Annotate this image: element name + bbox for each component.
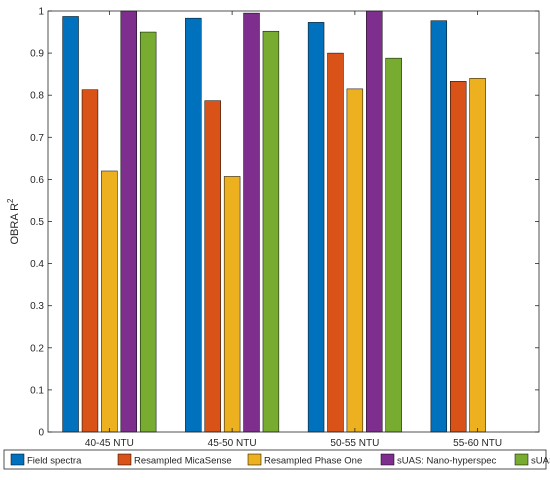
bar-suas-rgb-3 [385, 57, 402, 433]
bar-suas-nano-hyperspec-3 [366, 10, 383, 433]
x-tick-label: 50-55 NTU [330, 438, 379, 449]
legend-swatch-resampled-phase-one [247, 453, 262, 466]
legend-swatch-field-spectra [10, 453, 25, 466]
legend-label-suas-nano-hyperspec: sUAS: Nano-hyperspec [397, 456, 497, 467]
y-tick-label: 0.4 [30, 259, 44, 270]
y-tick-label: 0.5 [30, 217, 44, 228]
y-axis-label-text: OBRA R [9, 203, 21, 245]
y-tick-label: 0.6 [30, 175, 44, 186]
legend-label-resampled-micasense: Resampled MicaSense [134, 456, 232, 467]
y-tick-label: 0.8 [30, 91, 44, 102]
bar-field-spectra-4 [430, 20, 448, 433]
bar-resampled-micasense-4 [450, 81, 467, 433]
y-tick-label: 0.2 [30, 343, 44, 354]
y-tick-label: 0 [38, 428, 44, 439]
y-axis-label-superscript: 2 [6, 198, 15, 203]
y-tick-label: 0.1 [30, 385, 44, 396]
x-tick-label: 55-60 NTU [453, 438, 502, 449]
y-tick-label: 0.7 [30, 133, 44, 144]
bar-resampled-micasense-2 [204, 100, 221, 433]
y-tick-label: 0.3 [30, 301, 44, 312]
bar-field-spectra-3 [307, 22, 325, 433]
y-tick-label: 0.9 [30, 49, 44, 60]
bar-resampled-micasense-3 [327, 52, 344, 433]
y-axis: 0 0.1 0.2 0.3 0.4 0.5 0.6 0.7 0.8 0.9 1 [30, 7, 539, 439]
x-tick-label: 45-50 NTU [208, 438, 257, 449]
legend: Field spectra Resampled MicaSense Resample… [3, 449, 550, 470]
legend-label-resampled-phase-one: Resampled Phase One [264, 456, 362, 467]
legend-box [3, 449, 547, 470]
x-tick-label: 40-45 NTU [85, 438, 134, 449]
y-tick-label: 1 [38, 7, 44, 18]
legend-swatch-resampled-micasense [117, 453, 132, 466]
bar-resampled-phase-one-3 [346, 88, 364, 433]
bar-suas-rgb-2 [262, 30, 280, 433]
bar-suas-rgb-1 [139, 31, 157, 433]
y-axis-label: OBRA R2 [6, 198, 21, 245]
bar-field-spectra-2 [185, 17, 202, 433]
bar-suas-nano-hyperspec-2 [243, 12, 260, 433]
bar-suas-nano-hyperspec-1 [120, 10, 137, 433]
legend-swatch-suas-rgb [514, 453, 529, 466]
legend-label-field-spectra: Field spectra [27, 456, 82, 467]
bar-resampled-phase-one-4 [469, 78, 486, 433]
bar-resampled-phase-one-2 [223, 176, 241, 433]
legend-swatch-suas-nano-hyperspec [380, 453, 395, 466]
bar-field-spectra-1 [62, 16, 79, 433]
legend-label-suas-rgb: sUAS: RGB [531, 456, 550, 467]
bar-resampled-micasense-1 [81, 89, 99, 433]
bar-resampled-phase-one-1 [101, 170, 118, 433]
bars-layer [62, 10, 486, 433]
x-axis: 40-45 NTU 45-50 NTU 50-55 NTU 55-60 NTU [85, 11, 502, 449]
